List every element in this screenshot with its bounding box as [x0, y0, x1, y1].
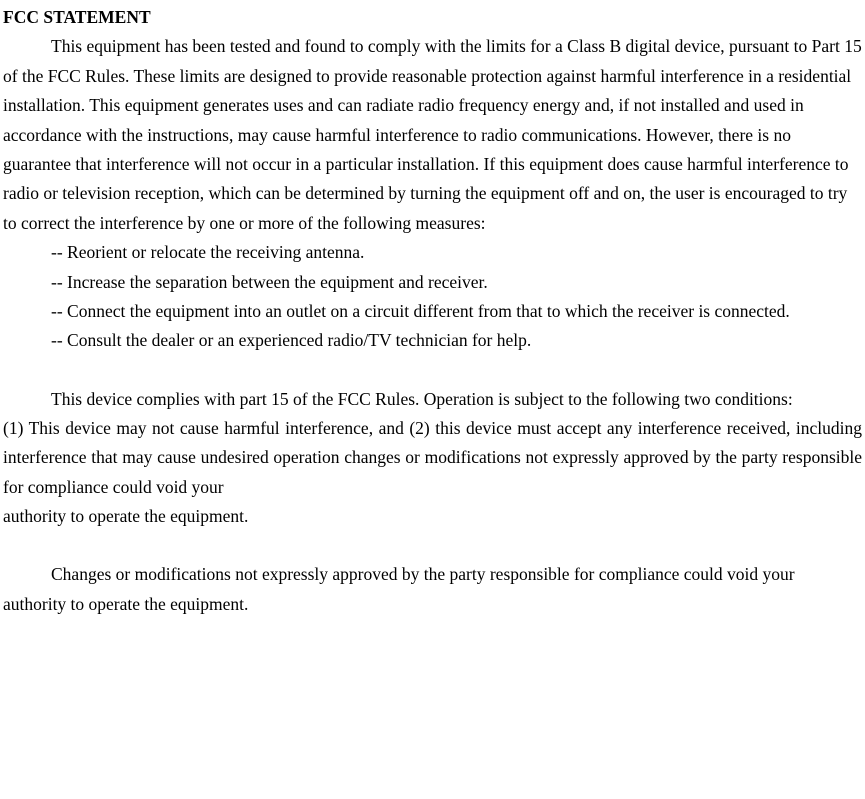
paragraph-conditions-intro: This device complies with part 15 of the…: [3, 385, 862, 414]
measure-1: -- Reorient or relocate the receiving an…: [3, 238, 862, 267]
paragraph-changes: Changes or modifications not expressly a…: [3, 560, 862, 619]
blank-line: [3, 356, 862, 385]
paragraph-conditions-tail: authority to operate the equipment.: [3, 502, 862, 531]
measure-3: -- Connect the equipment into an outlet …: [3, 297, 862, 326]
doc-title: FCC STATEMENT: [3, 3, 862, 32]
blank-line: [3, 532, 862, 561]
paragraph-conditions-body: (1) This device may not cause harmful in…: [3, 414, 862, 502]
paragraph-intro: This equipment has been tested and found…: [3, 32, 862, 238]
measure-4: -- Consult the dealer or an experienced …: [3, 326, 862, 355]
measure-2: -- Increase the separation between the e…: [3, 268, 862, 297]
